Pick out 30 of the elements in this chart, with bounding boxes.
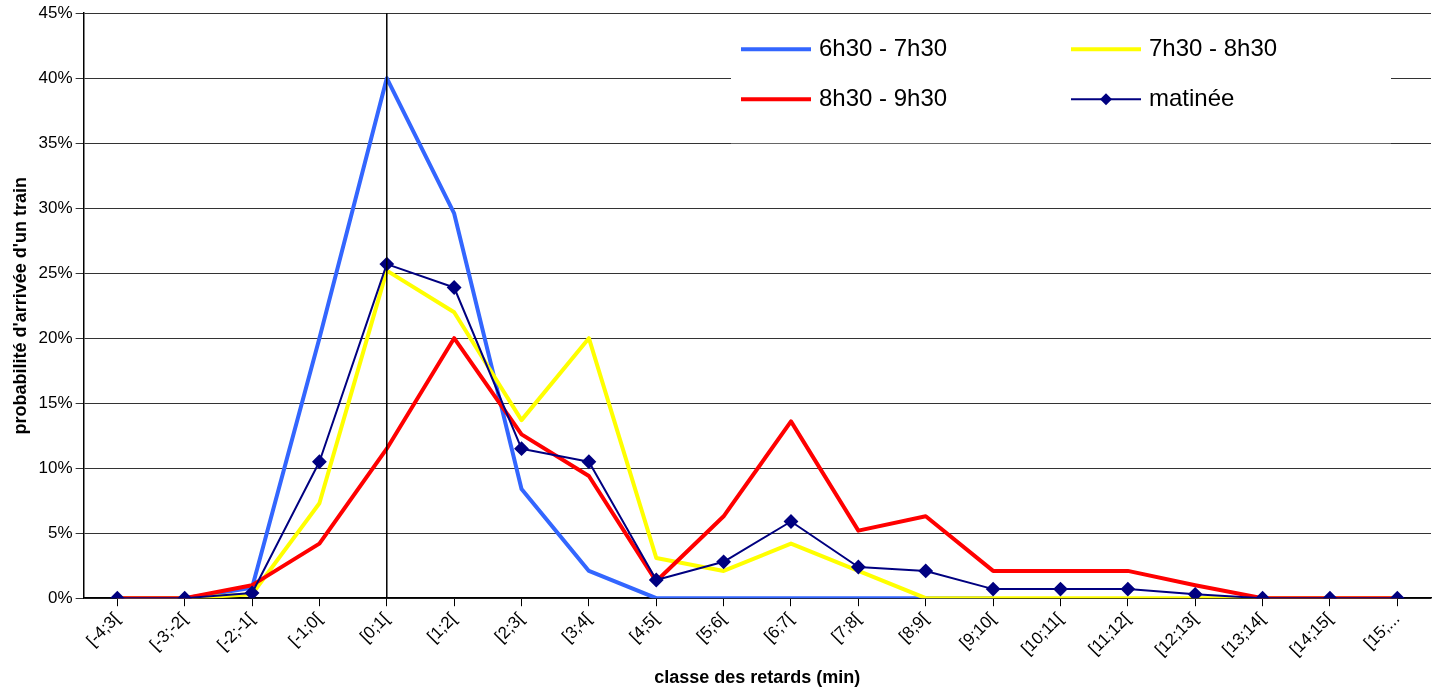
point	[581, 454, 596, 469]
point	[986, 582, 1001, 597]
y-tick-label: 20%	[38, 327, 73, 347]
point	[245, 586, 260, 599]
point	[447, 280, 462, 295]
point	[851, 560, 866, 575]
point	[649, 573, 664, 588]
y-tick-label: 0%	[48, 587, 73, 607]
x-axis-title: classe des retards (min)	[654, 667, 861, 688]
point	[514, 441, 529, 456]
y-tick-label: 10%	[38, 457, 73, 477]
point	[784, 514, 798, 529]
point	[1188, 587, 1203, 599]
point	[716, 554, 731, 569]
y-tick-label: 45%	[38, 2, 73, 22]
legend-label: matinée	[1149, 83, 1235, 111]
point	[1120, 582, 1135, 597]
y-tick-label: 15%	[38, 392, 73, 412]
point	[1053, 582, 1068, 597]
y-tick-label: 25%	[38, 262, 73, 282]
y-tick-label: 5%	[48, 522, 73, 542]
y-tick-label: 40%	[38, 67, 73, 87]
point	[312, 454, 327, 469]
y-tick-label: 30%	[38, 197, 73, 217]
legend-label: 7h30 - 8h30	[1149, 33, 1278, 61]
point	[918, 563, 933, 578]
y-axis-title: probabilité d'arrivée d'un train	[9, 176, 30, 435]
legend-label: 8h30 - 9h30	[819, 83, 948, 111]
legend-label: 6h30 - 7h30	[819, 33, 948, 61]
y-tick-label: 35%	[38, 132, 73, 152]
